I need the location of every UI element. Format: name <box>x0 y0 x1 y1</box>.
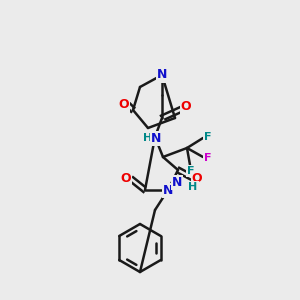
Text: F: F <box>187 166 195 176</box>
Text: F: F <box>204 132 212 142</box>
Text: H: H <box>143 133 153 143</box>
Text: H: H <box>188 182 198 192</box>
Text: O: O <box>121 172 131 184</box>
Text: N: N <box>172 176 182 188</box>
Text: O: O <box>119 98 129 112</box>
Text: F: F <box>204 153 212 163</box>
Text: N: N <box>157 68 167 82</box>
Text: O: O <box>181 100 191 113</box>
Text: N: N <box>163 184 173 196</box>
Text: N: N <box>151 131 161 145</box>
Text: O: O <box>192 172 202 184</box>
